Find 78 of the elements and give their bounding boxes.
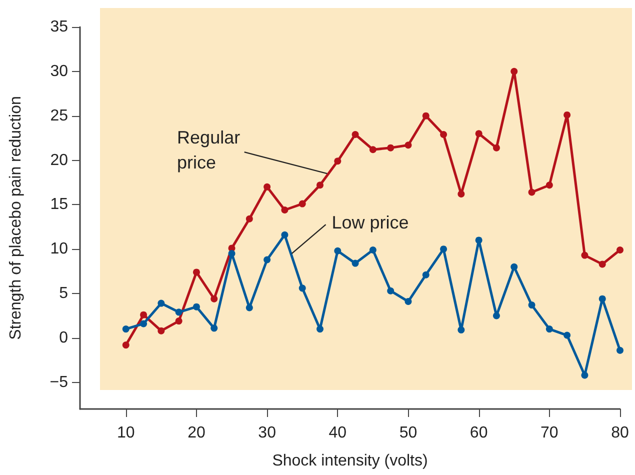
x-tick-label: 50 bbox=[399, 424, 418, 442]
point bbox=[352, 130, 359, 138]
point bbox=[528, 302, 536, 309]
y-tick-label: 0 bbox=[59, 329, 68, 346]
point bbox=[175, 318, 182, 325]
point bbox=[175, 308, 182, 316]
point bbox=[440, 130, 448, 138]
point bbox=[192, 268, 200, 276]
point bbox=[458, 190, 465, 198]
point bbox=[264, 183, 271, 190]
x-tick-label: 30 bbox=[258, 424, 276, 442]
x-axis-title: Shock intensity (volts) bbox=[272, 452, 428, 470]
point bbox=[140, 320, 148, 328]
point bbox=[122, 326, 130, 333]
point bbox=[352, 260, 359, 267]
point bbox=[492, 144, 500, 152]
point bbox=[316, 326, 324, 333]
point bbox=[422, 112, 430, 120]
point bbox=[140, 311, 148, 318]
point bbox=[475, 130, 482, 138]
x-tick-label: 60 bbox=[470, 424, 488, 442]
y-axis-title: Strength of placebo pain reduction bbox=[8, 96, 24, 340]
x-tick-label: 40 bbox=[328, 424, 347, 442]
point bbox=[581, 252, 588, 259]
point bbox=[598, 295, 606, 302]
point bbox=[616, 246, 624, 254]
point bbox=[334, 158, 342, 165]
point bbox=[404, 298, 412, 306]
point bbox=[546, 182, 553, 189]
point bbox=[281, 231, 288, 238]
x-tick-label: 80 bbox=[611, 424, 629, 442]
point bbox=[598, 260, 606, 268]
point bbox=[422, 271, 430, 278]
point bbox=[492, 312, 500, 320]
y-tick-label: 20 bbox=[50, 152, 68, 169]
point bbox=[475, 236, 482, 244]
y-tick-label: 5 bbox=[59, 285, 68, 302]
point bbox=[581, 372, 588, 379]
point bbox=[458, 326, 465, 334]
point bbox=[281, 206, 288, 214]
point bbox=[510, 68, 518, 75]
point bbox=[316, 182, 324, 189]
point bbox=[404, 142, 412, 149]
point bbox=[546, 326, 553, 333]
point bbox=[510, 263, 518, 270]
y-tick-label: 10 bbox=[50, 240, 68, 258]
point bbox=[298, 284, 306, 292]
point bbox=[440, 246, 448, 253]
x-tick-label: 10 bbox=[116, 424, 135, 442]
point bbox=[369, 146, 376, 154]
point bbox=[228, 250, 236, 258]
y-tick-label: 25 bbox=[50, 107, 68, 124]
point bbox=[192, 303, 200, 310]
point bbox=[369, 246, 376, 254]
x-tick-label: 70 bbox=[540, 424, 558, 442]
x-tick-label: 20 bbox=[188, 424, 206, 442]
annotation: Regular price bbox=[177, 128, 240, 173]
point bbox=[616, 346, 624, 354]
point bbox=[210, 295, 218, 302]
point bbox=[334, 247, 342, 254]
point bbox=[387, 144, 394, 152]
y-tick-label: 15 bbox=[50, 196, 68, 214]
y-tick-label: 35 bbox=[50, 18, 68, 36]
y-tick-label: −5 bbox=[50, 374, 68, 391]
point bbox=[158, 300, 165, 307]
point bbox=[528, 188, 536, 196]
point bbox=[210, 324, 218, 332]
y-tick-label: 30 bbox=[50, 62, 68, 80]
point bbox=[246, 215, 253, 222]
point bbox=[564, 111, 571, 118]
point bbox=[158, 327, 165, 334]
point bbox=[246, 304, 253, 312]
point bbox=[387, 287, 394, 294]
annotation: Low price bbox=[332, 212, 409, 233]
point bbox=[298, 200, 306, 208]
point bbox=[264, 256, 271, 264]
point bbox=[564, 332, 571, 339]
point bbox=[122, 342, 130, 349]
